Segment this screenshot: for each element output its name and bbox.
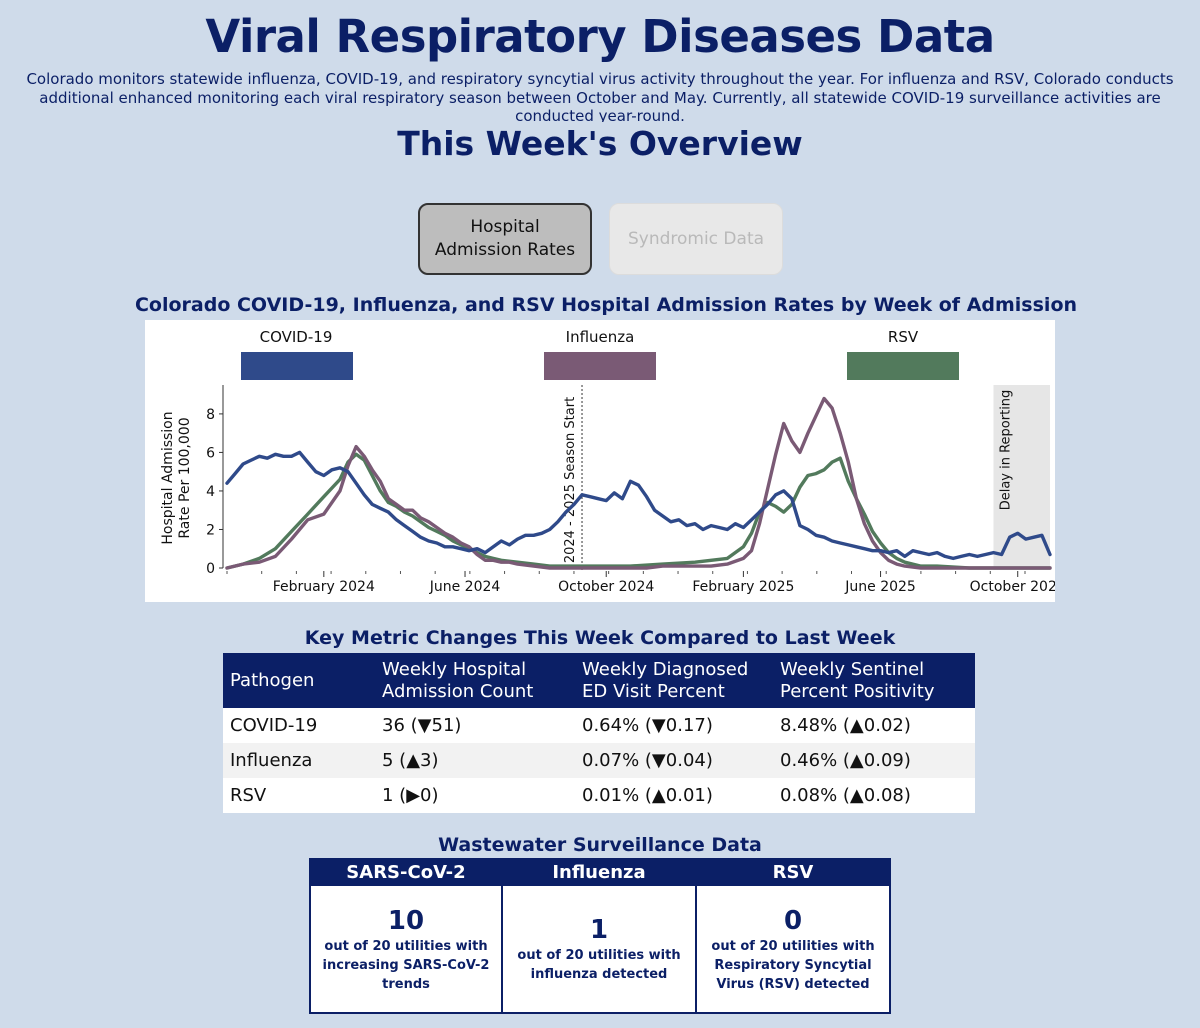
table-cell: 8.48% (▲0.02) bbox=[773, 708, 975, 743]
table-row: Influenza 5 (▲3) 0.07% (▼0.04) 0.46% (▲0… bbox=[223, 743, 975, 778]
card-header: RSV bbox=[697, 860, 889, 886]
delay-in-reporting-label: Delay in Reporting bbox=[999, 390, 1014, 511]
table-cell: 5 (▲3) bbox=[375, 743, 575, 778]
y-tick-label: 6 bbox=[206, 445, 215, 461]
wastewater-card-influenza: Influenza 1 out of 20 utilities with inf… bbox=[503, 858, 697, 1014]
wastewater-title: Wastewater Surveillance Data bbox=[438, 834, 762, 856]
chart-canvas: COVID-19 Influenza RSV Delay in Reportin… bbox=[160, 328, 1066, 595]
y-axis-title-line-1: Hospital Admission bbox=[160, 411, 176, 544]
x-tick-label: June 2025 bbox=[844, 579, 916, 595]
table-cell: COVID-19 bbox=[223, 708, 375, 743]
card-value: 10 bbox=[387, 905, 425, 936]
wastewater-card-sars-cov-2: SARS-CoV-2 10 out of 20 utilities with i… bbox=[309, 858, 503, 1014]
wastewater-cards: SARS-CoV-2 10 out of 20 utilities with i… bbox=[309, 858, 891, 1014]
y-tick-label: 2 bbox=[206, 522, 215, 538]
card-value: 0 bbox=[783, 905, 803, 936]
series-line-covid-19[interactable] bbox=[225, 450, 1052, 561]
table-cell: 36 (▼51) bbox=[375, 708, 575, 743]
header-admission-count: Weekly Hospital Admission Count bbox=[375, 653, 575, 708]
metrics-table: Pathogen Weekly Hospital Admission Count… bbox=[223, 653, 975, 813]
x-tick-label: June 2024 bbox=[429, 579, 501, 595]
x-tick-label: October 2024 bbox=[558, 579, 654, 595]
chart-series bbox=[225, 396, 1052, 570]
table-row: RSV 1 (▶0) 0.01% (▲0.01) 0.08% (▲0.08) bbox=[223, 778, 975, 813]
chart-title: Colorado COVID-19, Influenza, and RSV Ho… bbox=[134, 294, 1078, 316]
x-tick-label: February 2024 bbox=[273, 579, 375, 595]
legend-swatch-rsv[interactable] bbox=[847, 352, 959, 380]
table-cell: 0.01% (▲0.01) bbox=[575, 778, 773, 813]
metrics-title: Key Metric Changes This Week Compared to… bbox=[304, 627, 896, 649]
card-description: out of 20 utilities with Respiratory Syn… bbox=[711, 938, 875, 992]
card-description: out of 20 utilities with influenza detec… bbox=[517, 948, 681, 982]
legend-label-rsv: RSV bbox=[888, 328, 919, 346]
y-axis-title-line-2: Rate Per 100,000 bbox=[177, 417, 193, 538]
y-tick-label: 4 bbox=[206, 484, 215, 500]
legend-swatch-influenza[interactable] bbox=[544, 352, 656, 380]
table-cell: Influenza bbox=[223, 743, 375, 778]
delay-in-reporting-region bbox=[993, 385, 1050, 570]
x-tick-label: February 2025 bbox=[692, 579, 794, 595]
table-cell: 1 (▶0) bbox=[375, 778, 575, 813]
header-pathogen: Pathogen bbox=[223, 653, 375, 708]
table-row: COVID-19 36 (▼51) 0.64% (▼0.17) 8.48% (▲… bbox=[223, 708, 975, 743]
intro-paragraph: Colorado monitors statewide influenza, C… bbox=[26, 70, 1174, 122]
admission-rates-chart: COVID-19 Influenza RSV Delay in Reportin… bbox=[145, 320, 1066, 602]
legend-label-influenza: Influenza bbox=[566, 328, 635, 346]
x-axis: February 2024 June 2024 October 2024 Februa… bbox=[226, 571, 1066, 595]
x-tick-label: October 2025 bbox=[970, 579, 1055, 595]
legend-swatch-covid[interactable] bbox=[241, 352, 353, 380]
header-ed-visit: Weekly Diagnosed ED Visit Percent bbox=[575, 653, 773, 708]
table-cell: 0.07% (▼0.04) bbox=[575, 743, 773, 778]
card-header: Influenza bbox=[503, 860, 695, 886]
card-header: SARS-CoV-2 bbox=[311, 860, 501, 886]
overview-heading: This Week's Overview bbox=[397, 124, 803, 163]
table-cell: 0.46% (▲0.09) bbox=[773, 743, 975, 778]
page-title: Viral Respiratory Diseases Data bbox=[205, 10, 995, 63]
table-cell: 0.08% (▲0.08) bbox=[773, 778, 975, 813]
legend-label-covid: COVID-19 bbox=[260, 328, 333, 346]
y-tick-label: 8 bbox=[206, 407, 215, 423]
wastewater-card-rsv: RSV 0 out of 20 utilities with Respirato… bbox=[697, 858, 891, 1014]
card-description: out of 20 utilities with increasing SARS… bbox=[322, 938, 490, 992]
y-axis: 0 2 4 6 8 bbox=[206, 385, 224, 577]
metrics-header-row: Pathogen Weekly Hospital Admission Count… bbox=[223, 653, 975, 708]
chart-legend: COVID-19 Influenza RSV bbox=[241, 328, 959, 380]
table-cell: 0.64% (▼0.17) bbox=[575, 708, 773, 743]
header-percent-positivity: Weekly Sentinel Percent Positivity bbox=[773, 653, 975, 708]
hospital-admission-rates-button[interactable]: Hospital Admission Rates bbox=[418, 203, 592, 275]
card-value: 1 bbox=[589, 915, 609, 945]
y-tick-label: 0 bbox=[206, 561, 215, 577]
table-cell: RSV bbox=[223, 778, 375, 813]
series-line-influenza[interactable] bbox=[225, 396, 1052, 570]
series-line-rsv[interactable] bbox=[225, 452, 1052, 570]
syndromic-data-button[interactable]: Syndromic Data bbox=[609, 203, 783, 275]
season-start-label: 2024 - 2025 Season Start bbox=[563, 397, 578, 563]
